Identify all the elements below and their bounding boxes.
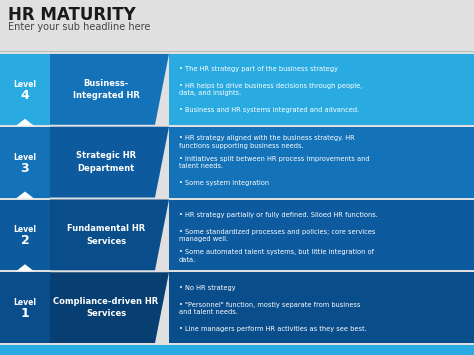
- Polygon shape: [50, 127, 169, 197]
- Text: 4: 4: [21, 89, 29, 102]
- Text: Business-
Integrated HR: Business- Integrated HR: [73, 78, 139, 100]
- Text: Level: Level: [13, 298, 36, 307]
- Text: Level: Level: [13, 153, 36, 162]
- Polygon shape: [50, 200, 169, 270]
- Text: • HR strategy partially or fully defined. Siloed HR functions.: • HR strategy partially or fully defined…: [179, 212, 378, 218]
- FancyBboxPatch shape: [0, 272, 50, 343]
- FancyBboxPatch shape: [0, 51, 474, 52]
- Text: • "Personnel" function, mostly separate from business
and talent needs.: • "Personnel" function, mostly separate …: [179, 301, 361, 315]
- Text: • HR helps to drive business decisions through people,
data, and insights.: • HR helps to drive business decisions t…: [179, 83, 362, 97]
- Text: 2: 2: [21, 234, 29, 247]
- FancyBboxPatch shape: [0, 345, 474, 355]
- Text: 1: 1: [21, 307, 29, 320]
- Text: Level: Level: [13, 80, 36, 89]
- Text: Strategic HR
Department: Strategic HR Department: [76, 151, 136, 173]
- Polygon shape: [50, 54, 169, 125]
- FancyBboxPatch shape: [0, 200, 50, 270]
- FancyBboxPatch shape: [0, 54, 50, 125]
- Text: • Some standardized processes and policies; core services
managed well.: • Some standardized processes and polici…: [179, 229, 375, 242]
- Text: • No HR strategy: • No HR strategy: [179, 285, 236, 290]
- Text: • The HR strategy part of the business strategy: • The HR strategy part of the business s…: [179, 66, 338, 72]
- Text: Fundamental HR
Services: Fundamental HR Services: [67, 224, 145, 246]
- FancyBboxPatch shape: [169, 200, 474, 270]
- Text: • Some automated talent systems, but little integration of
data.: • Some automated talent systems, but lit…: [179, 249, 374, 263]
- Text: • Some system integration: • Some system integration: [179, 180, 269, 186]
- Text: 3: 3: [21, 162, 29, 175]
- Text: • Business and HR systems integrated and advanced.: • Business and HR systems integrated and…: [179, 108, 359, 114]
- Text: • HR strategy aligned with the business strategy. HR
functions supporting busine: • HR strategy aligned with the business …: [179, 135, 355, 149]
- Polygon shape: [16, 264, 34, 271]
- Text: • Initiatives split between HR process improvements and
talent needs.: • Initiatives split between HR process i…: [179, 156, 370, 169]
- FancyBboxPatch shape: [169, 127, 474, 197]
- Polygon shape: [50, 272, 169, 343]
- Text: • Line managers perform HR activities as they see best.: • Line managers perform HR activities as…: [179, 326, 367, 332]
- FancyBboxPatch shape: [169, 54, 474, 125]
- Text: HR MATURITY: HR MATURITY: [8, 6, 136, 24]
- FancyBboxPatch shape: [0, 127, 50, 197]
- Text: Compliance-driven HR
Services: Compliance-driven HR Services: [54, 297, 159, 318]
- Text: Enter your sub headline here: Enter your sub headline here: [8, 22, 150, 32]
- FancyBboxPatch shape: [169, 272, 474, 343]
- Polygon shape: [16, 119, 34, 126]
- Text: Level: Level: [13, 225, 36, 234]
- Polygon shape: [16, 191, 34, 198]
